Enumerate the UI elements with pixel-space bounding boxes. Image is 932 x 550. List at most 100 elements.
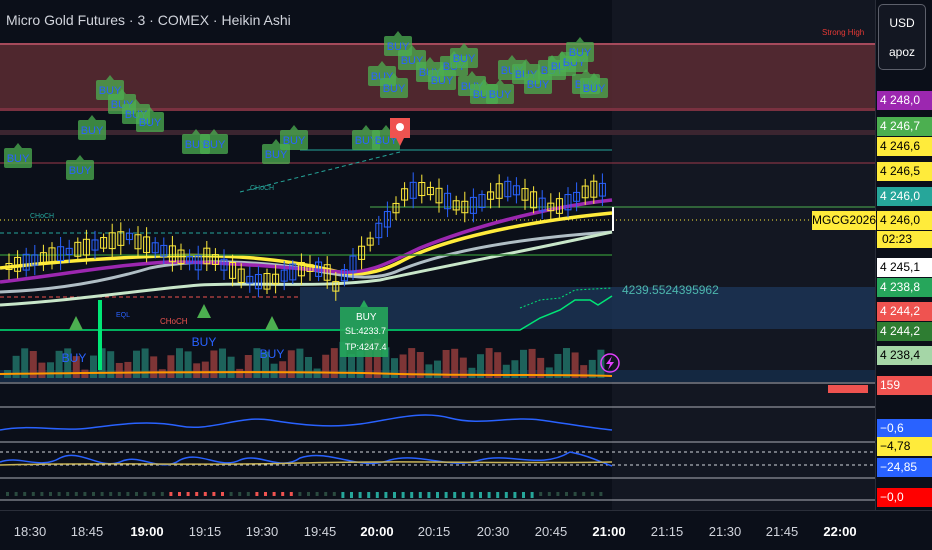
oscillator-value-label: 4239.5524395962 <box>622 283 719 297</box>
volume-bar <box>38 362 46 378</box>
signal-dot <box>203 492 207 496</box>
signal-dot <box>66 492 70 496</box>
volume-bar <box>193 363 201 378</box>
price-tag: 4 238,8 <box>877 278 932 297</box>
buy-signal-label <box>486 84 514 104</box>
volume-bar <box>356 350 364 378</box>
volume-bar <box>253 348 261 378</box>
buy-signal-arrow <box>390 73 398 78</box>
zone-band <box>0 130 875 135</box>
trailing-stop-line <box>0 295 613 331</box>
buy-signal-label <box>566 42 594 62</box>
volume-bar <box>545 367 553 378</box>
candle-body <box>91 239 99 251</box>
buy-signal-arrow <box>132 99 140 104</box>
signal-dot <box>117 492 121 496</box>
candle-body <box>108 232 116 250</box>
time-label: 21:45 <box>765 524 799 539</box>
signal-dot <box>74 492 78 496</box>
volume-bar <box>98 348 106 378</box>
volume-bar <box>90 355 97 378</box>
buy-signal-arrow <box>496 79 504 84</box>
buy-signal-arrow <box>192 129 200 134</box>
signal-dot <box>109 492 113 496</box>
candle-body <box>168 245 176 263</box>
buy-signal-text: BUY <box>7 153 30 165</box>
volume-bar <box>296 348 304 378</box>
currency-selector[interactable]: USD apoz <box>878 4 926 70</box>
volume-bar <box>322 354 330 378</box>
buy-triangle <box>197 304 211 318</box>
volume-bar <box>373 338 381 378</box>
candle-body <box>383 211 391 228</box>
candle-body <box>194 255 202 271</box>
signal-dot <box>522 492 525 498</box>
signal-dot <box>221 492 224 496</box>
choch-label: CHoCH <box>250 185 274 192</box>
volume-bar <box>236 368 244 378</box>
time-label: 20:15 <box>417 524 451 539</box>
candle-body <box>564 194 572 211</box>
signal-dot <box>461 492 465 498</box>
signal-dot <box>126 492 130 496</box>
time-axis[interactable]: 18:30 18:45 19:00 19:15 19:30 19:45 20:00 20:15… <box>0 510 932 550</box>
signal-dot <box>298 492 302 496</box>
candle-body <box>22 253 30 271</box>
candle-body <box>65 247 73 256</box>
volume-bar <box>29 351 37 378</box>
candle-body <box>435 187 443 204</box>
signal-dot <box>152 492 156 496</box>
lightning-bolt <box>606 356 614 370</box>
candle-body <box>237 268 245 283</box>
signal-dot <box>418 492 422 498</box>
candle-body <box>340 269 348 282</box>
buy-signal-text: BUY <box>265 149 288 161</box>
price-chart[interactable]: BUY BUY BUY BUY BUY BUY BUY BUY BUY BUY BUY BUY BUY B… <box>0 0 875 510</box>
lightning-icon <box>600 353 620 373</box>
symbol-title[interactable]: Micro Gold Futures · 3 · COMEX · Heikin … <box>6 12 291 28</box>
volume-bar <box>227 356 235 378</box>
buy-signal-arrow <box>290 125 298 130</box>
buy-signal-arrow <box>460 43 468 48</box>
candle-body <box>461 200 469 214</box>
buy-signal-text: BUY <box>489 89 512 101</box>
buy-signal-arrow <box>590 73 598 78</box>
signal-dot <box>160 492 164 496</box>
buy-signal-text: BUY <box>453 53 476 65</box>
buy-text: BUY <box>62 351 87 365</box>
volume-bar <box>365 340 373 378</box>
signal-dot <box>49 492 52 496</box>
buy-signal-text: BUY <box>69 165 92 177</box>
ticker-label: MGCG2026 <box>812 211 876 230</box>
signal-dot <box>272 492 276 496</box>
time-label: 22:00 <box>823 524 857 539</box>
time-label: 19:00 <box>130 524 164 539</box>
volume-bar <box>12 355 20 378</box>
buy-signal-arrow <box>522 59 530 64</box>
bar-countdown: 02:23 <box>877 231 932 248</box>
signal-dot <box>229 492 233 496</box>
candle-body <box>5 263 13 270</box>
time-label: 20:30 <box>476 524 510 539</box>
signal-dot <box>178 492 181 496</box>
volume-bar <box>502 364 510 378</box>
trade-box <box>340 307 388 357</box>
trade-sl-text: SL:4233.7 <box>345 326 386 336</box>
volume-bar <box>55 350 63 378</box>
signal-dot <box>410 492 414 498</box>
signal-dot <box>436 492 439 498</box>
signal-dot <box>238 492 242 496</box>
volume-bar <box>244 354 252 378</box>
price-tag: 4 246,5 <box>877 162 932 181</box>
signal-dot <box>504 492 508 498</box>
candle-body <box>504 180 512 198</box>
volume-bar <box>158 369 166 378</box>
candle-body <box>581 185 589 199</box>
candle-body <box>74 241 82 257</box>
signal-dot <box>479 492 482 498</box>
signal-dot <box>100 492 104 496</box>
buy-signal-arrow <box>106 75 114 80</box>
volume-bar <box>434 360 441 378</box>
chart-area[interactable]: BUY BUY BUY BUY BUY BUY BUY BUY BUY BUY BUY BUY BUY B… <box>0 0 875 510</box>
time-label: 21:15 <box>650 524 684 539</box>
